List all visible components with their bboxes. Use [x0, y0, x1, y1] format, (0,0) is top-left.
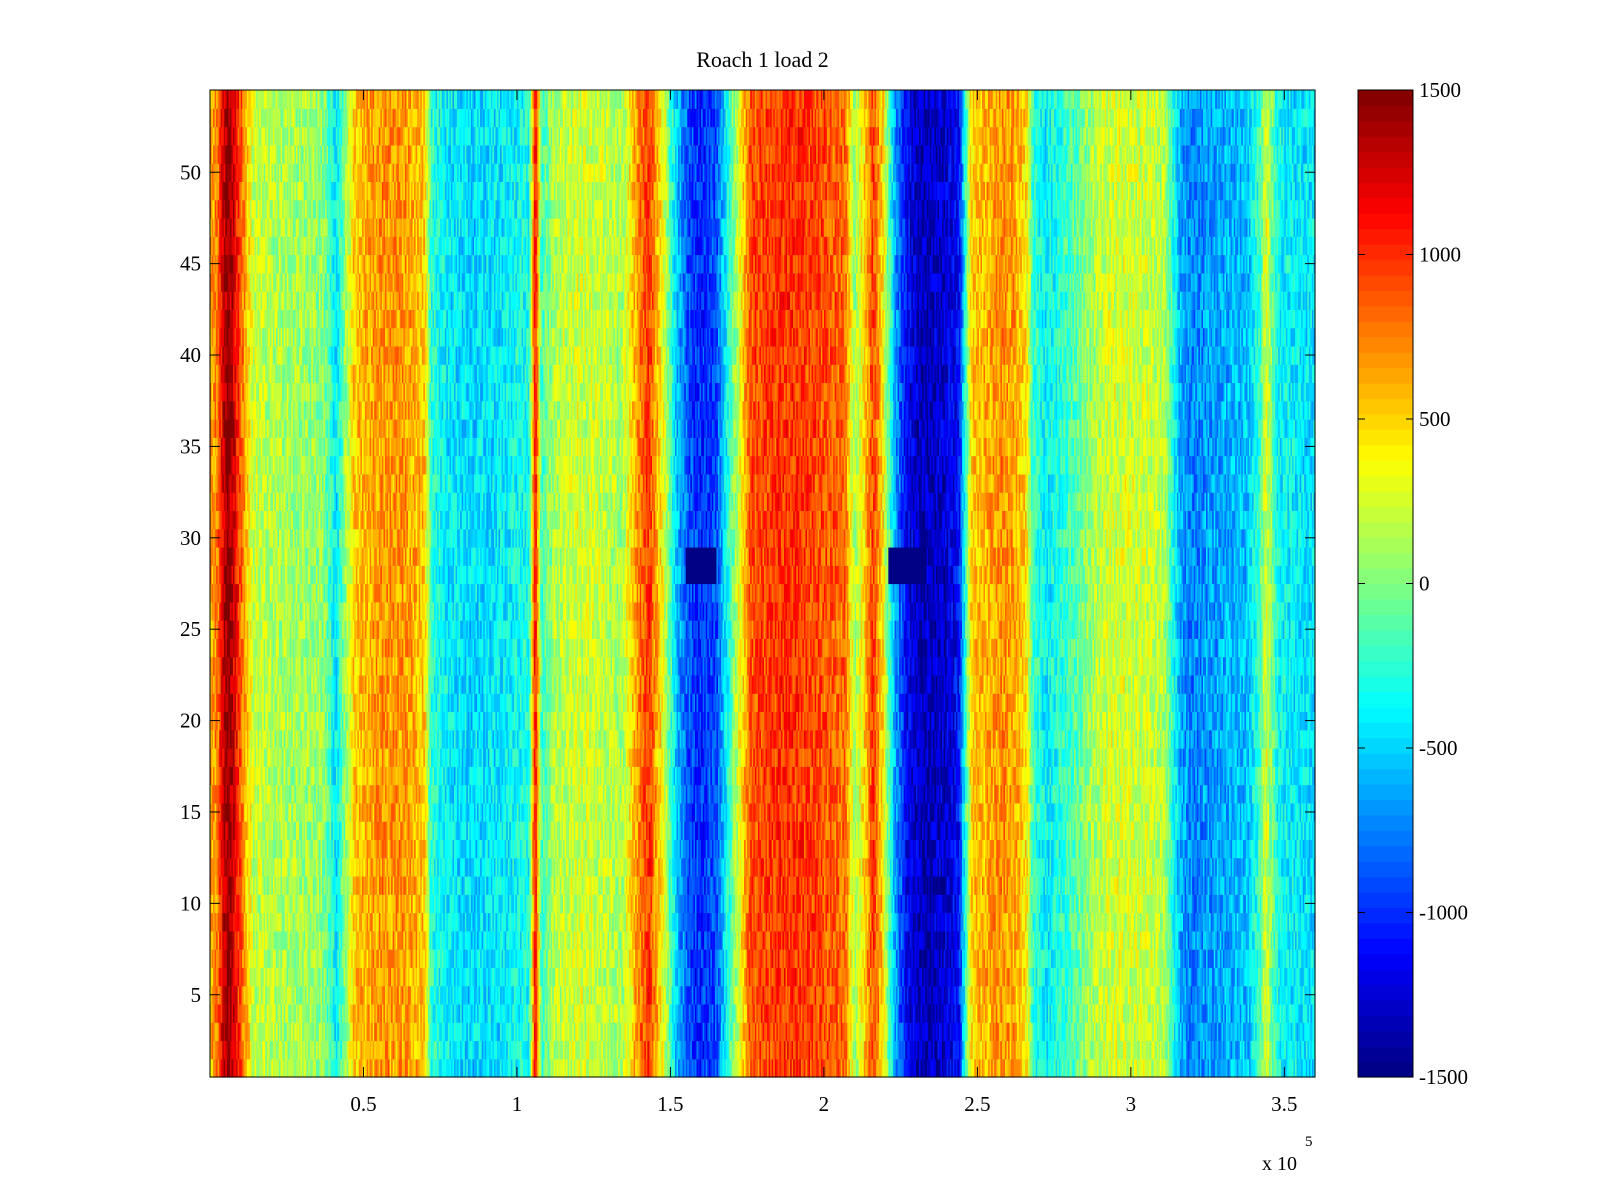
heatmap-cell [627, 1004, 632, 1023]
heatmap-cell [1085, 1040, 1090, 1059]
heatmap-cell [480, 1022, 487, 1041]
heatmap-cell [1183, 1004, 1188, 1023]
heatmap-cell [1039, 1040, 1044, 1059]
heatmap-cell [495, 967, 500, 986]
heatmap-cell [429, 949, 434, 968]
heatmap-cell [476, 1022, 481, 1041]
heatmap-cell [733, 949, 738, 968]
heatmap-cell [376, 1040, 381, 1059]
heatmap-cell [1303, 1004, 1308, 1023]
heatmap-cell [489, 931, 494, 950]
heatmap-cell [1040, 1059, 1045, 1078]
heatmap-cell [1254, 1040, 1259, 1059]
heatmap-cell [1180, 986, 1185, 1005]
heatmap-cell [1014, 1059, 1021, 1078]
heatmap-cell [515, 986, 520, 1005]
heatmap-cell [442, 1059, 447, 1078]
heatmap-cell [1094, 967, 1099, 986]
heatmap-cell [1111, 949, 1116, 968]
heatmap-cell [904, 1059, 909, 1078]
heatmap-cell [865, 1022, 870, 1041]
heatmap-cell [233, 986, 238, 1005]
heatmap-cell [281, 931, 288, 950]
heatmap-cell [1099, 1040, 1104, 1059]
heatmap-cell [287, 986, 292, 1005]
heatmap-cell [1281, 986, 1286, 1005]
heatmap-cell [1235, 1004, 1240, 1023]
heatmap-cell [290, 967, 295, 986]
heatmap-cell [686, 1040, 691, 1059]
heatmap-cell [397, 931, 402, 950]
heatmap-cells [210, 90, 1316, 1078]
heatmap-cell [227, 967, 232, 986]
heatmap-cell [575, 1040, 580, 1059]
heatmap-cell [612, 967, 617, 986]
heatmap-cell [342, 1040, 347, 1059]
heatmap-cell [442, 967, 447, 986]
heatmap-cell [388, 949, 395, 968]
heatmap-cell [365, 1040, 370, 1059]
heatmap-cell [302, 1004, 307, 1023]
heatmap-cell [339, 986, 344, 1005]
heatmap-cell [919, 931, 924, 950]
heatmap-cell [222, 967, 227, 986]
